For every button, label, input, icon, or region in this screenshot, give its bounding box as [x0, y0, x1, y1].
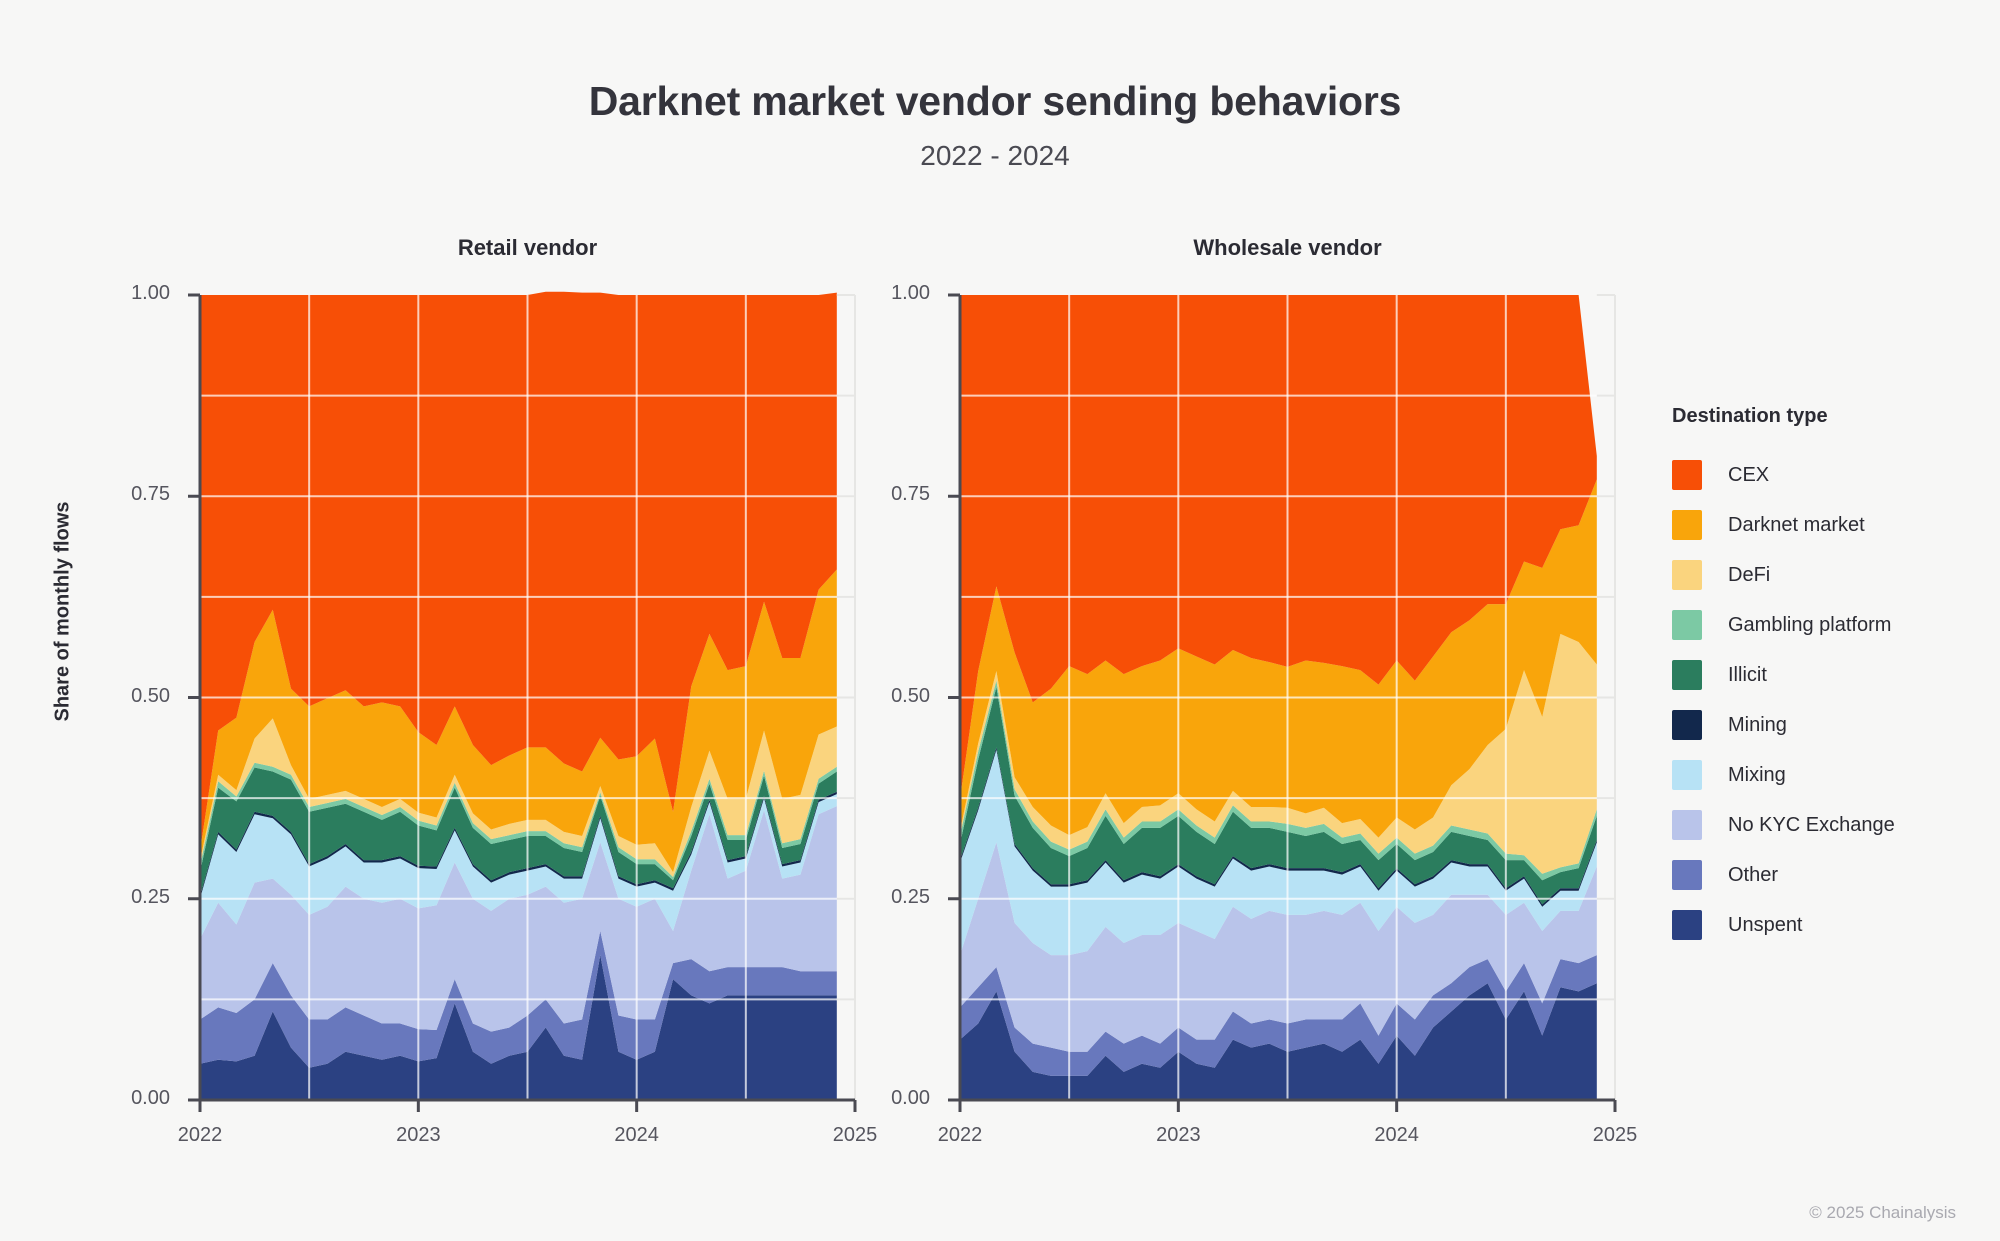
x-tick-label: 2023 [396, 1124, 441, 1146]
legend-item-label: No KYC Exchange [1728, 813, 1895, 836]
area-series-defi [960, 633, 1597, 874]
plot-area-wholesale [948, 293, 1617, 1112]
x-tick-label: 2023 [1156, 1124, 1201, 1146]
legend-item[interactable]: Illicit [1672, 650, 1972, 700]
area-series-other [960, 955, 1597, 1076]
legend-swatch-icon [1672, 710, 1702, 740]
y-tick-label: 0.25 [891, 885, 930, 908]
legend-item[interactable]: Mixing [1672, 750, 1972, 800]
legend-item[interactable]: Mining [1672, 700, 1972, 750]
legend-item-label: Illicit [1728, 663, 1767, 686]
legend-item-label: Darknet market [1728, 513, 1865, 536]
y-tick-label: 0.50 [131, 684, 170, 707]
legend-swatch-icon [1672, 660, 1702, 690]
legend-item[interactable]: Darknet market [1672, 500, 1972, 550]
area-series-unspent [960, 983, 1597, 1100]
legend: Destination type CEX Darknet market DeFi Ga… [1672, 405, 1972, 950]
y-tick-label: 1.00 [891, 282, 930, 304]
y-tick-label: 0.75 [131, 483, 170, 506]
area-series-mixing [960, 749, 1597, 956]
area-series-unspent [200, 955, 837, 1100]
legend-swatch-icon [1672, 860, 1702, 890]
legend-item-label: Unspent [1728, 913, 1803, 936]
area-series-no-kyc-exchange [200, 806, 837, 1032]
y-axis-label: Share of monthly flows [51, 501, 74, 722]
legend-swatch-icon [1672, 610, 1702, 640]
x-tick-label: 2024 [1374, 1124, 1419, 1146]
plot-area-retail [188, 291, 857, 1112]
legend-item-label: Mining [1728, 713, 1787, 736]
gridlines [200, 294, 856, 1100]
legend-swatch-icon [1672, 760, 1702, 790]
x-tick-label: 2022 [937, 1124, 983, 1146]
page-title: Darknet market vendor sending behaviors [588, 78, 1402, 124]
axis-spines [948, 293, 1617, 1112]
legend-swatch-icon [1672, 560, 1702, 590]
y-tick-label: 0.50 [891, 684, 930, 707]
page-subtitle: 2022 - 2024 [920, 140, 1070, 171]
legend-item-label: Mixing [1728, 763, 1786, 786]
legend-item[interactable]: Gambling platform [1672, 600, 1972, 650]
y-tick-label: 0.75 [891, 483, 930, 506]
legend-item[interactable]: No KYC Exchange [1672, 800, 1972, 850]
area-series-other [200, 930, 837, 1068]
panel-title-retail: Retail vendor [457, 235, 598, 260]
copyright-footer: © 2025 Chainalysis [1809, 1203, 1956, 1222]
area-series-mixing [200, 794, 837, 939]
legend-item[interactable]: CEX [1672, 450, 1972, 500]
y-tick-label: 1.00 [131, 282, 170, 304]
y-tick-label: 0.25 [131, 885, 170, 908]
area-series-illicit [200, 767, 837, 897]
area-series-mining [960, 747, 1597, 907]
area-series-darknet-market [960, 479, 1597, 838]
legend-item[interactable]: Other [1672, 850, 1972, 900]
legend-swatch-icon [1672, 460, 1702, 490]
area-series-illicit [960, 687, 1597, 905]
area-series-cex [200, 291, 837, 852]
axis-spines [188, 293, 857, 1112]
legend-title: Destination type [1672, 405, 1828, 427]
gridlines [960, 294, 1616, 1100]
x-tick-label: 2025 [832, 1124, 878, 1146]
y-tick-label: 0.00 [131, 1087, 170, 1109]
area-series-darknet-market [200, 569, 837, 873]
legend-item-label: Gambling platform [1728, 613, 1892, 636]
legend-items: CEX Darknet market DeFi Gambling platform Il… [1672, 450, 1972, 950]
panel-title-wholesale: Wholesale vendor [1193, 235, 1382, 260]
x-tick-label: 2022 [177, 1124, 223, 1146]
legend-item-label: DeFi [1728, 563, 1771, 586]
legend-item-label: Other [1728, 863, 1779, 886]
legend-item[interactable]: DeFi [1672, 550, 1972, 600]
x-tick-label: 2025 [1592, 1124, 1638, 1146]
legend-swatch-icon [1672, 910, 1702, 940]
x-tick-label: 2024 [614, 1124, 659, 1146]
legend-swatch-icon [1672, 810, 1702, 840]
legend-swatch-icon [1672, 510, 1702, 540]
y-tick-label: 0.00 [891, 1087, 930, 1109]
area-series-cex [960, 295, 1597, 799]
legend-item-label: CEX [1728, 463, 1770, 486]
legend-item[interactable]: Unspent [1672, 900, 1972, 950]
